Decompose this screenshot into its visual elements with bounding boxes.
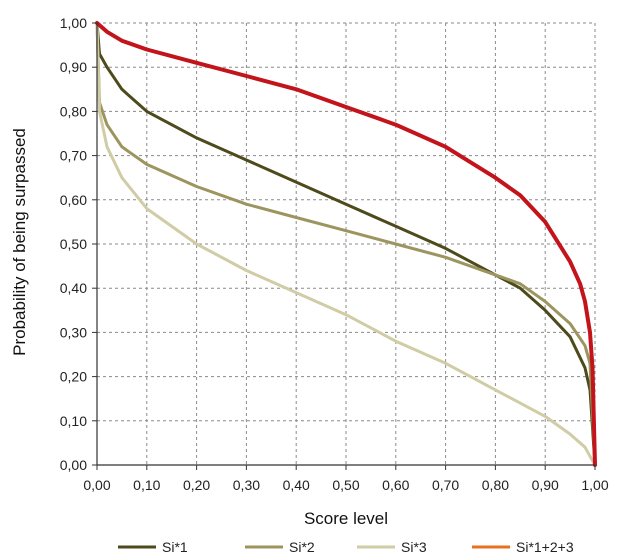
x-axis-title: Score level xyxy=(304,509,388,528)
y-tick-label: 1,00 xyxy=(60,15,87,31)
legend-label: Si*1+2+3 xyxy=(516,539,574,555)
y-tick-label: 0,20 xyxy=(60,369,87,385)
y-tick-label: 0,90 xyxy=(60,59,87,75)
y-tick-label: 0,70 xyxy=(60,148,87,164)
axes xyxy=(92,22,596,470)
series-line-3 xyxy=(95,21,597,467)
x-tick-label: 0,40 xyxy=(283,477,310,493)
x-tick-label: 0,80 xyxy=(482,477,509,493)
y-tick-label: 0,30 xyxy=(60,324,87,340)
y-tick-label: 0,00 xyxy=(60,457,87,473)
y-axis-title: Probability of being surpassed xyxy=(10,128,29,356)
x-tick-label: 0,30 xyxy=(233,477,260,493)
x-tick-label: 0,60 xyxy=(382,477,409,493)
y-tick-label: 0,50 xyxy=(60,236,87,252)
legend: Si*1 Si*2 Si*3 Si*1+2+3 xyxy=(118,539,574,555)
legend-label: Si*3 xyxy=(401,539,427,555)
grid-lines xyxy=(96,22,596,466)
x-tick-label: 1,00 xyxy=(581,477,608,493)
series-lines xyxy=(95,21,597,467)
x-tick-label: 0,00 xyxy=(83,477,110,493)
x-axis-ticks: 0,00 0,10 0,20 0,30 0,40 0,50 0,60 0,70 0,80 0,90… xyxy=(83,477,608,493)
y-tick-label: 0,40 xyxy=(60,280,87,296)
series-line-2 xyxy=(95,21,597,467)
x-tick-label: 0,70 xyxy=(432,477,459,493)
y-tick-label: 0,80 xyxy=(60,103,87,119)
x-tick-label: 0,10 xyxy=(133,477,160,493)
x-tick-label: 0,20 xyxy=(183,477,210,493)
x-tick-label: 0,50 xyxy=(332,477,359,493)
legend-label: Si*1 xyxy=(162,539,188,555)
legend-label: Si*2 xyxy=(289,539,315,555)
x-tick-label: 0,90 xyxy=(532,477,559,493)
y-axis-ticks: 0,00 0,10 0,20 0,30 0,40 0,50 0,60 0,70 0,80 0,90… xyxy=(60,15,87,473)
y-tick-label: 0,60 xyxy=(60,192,87,208)
series-line-4 xyxy=(95,21,597,467)
series-line-1 xyxy=(95,21,597,467)
y-tick-label: 0,10 xyxy=(60,413,87,429)
